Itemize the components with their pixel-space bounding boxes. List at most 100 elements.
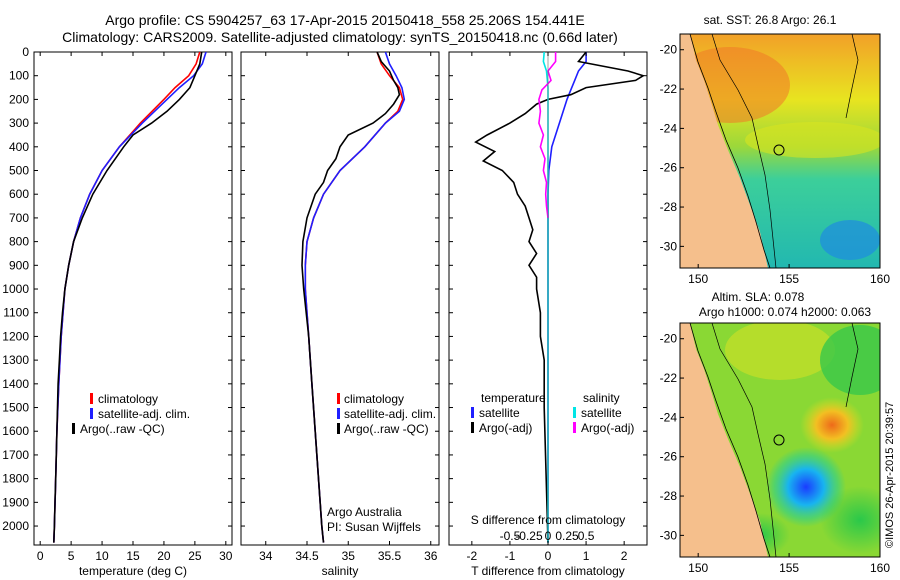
sla-map-frame xyxy=(679,322,881,558)
map-lat-tick-label: -30 xyxy=(660,239,678,253)
depth-tick-label: 1600 xyxy=(2,424,29,438)
depth-tick-label: 2000 xyxy=(2,519,29,533)
land-australia xyxy=(680,34,768,268)
depth-tick-label: 100 xyxy=(9,69,29,83)
argo-float-marker xyxy=(773,144,785,156)
legend-label: Argo(-adj) xyxy=(479,421,532,435)
salinity-xlabel: salinity xyxy=(322,564,359,578)
depth-tick-label: 1800 xyxy=(2,472,29,486)
header-line-2: Climatology: CARS2009. Satellite-adjuste… xyxy=(62,29,618,45)
series-line-s-argo xyxy=(538,52,557,219)
sst-map-title: sat. SST: 26.8 Argo: 26.1 xyxy=(704,13,837,27)
salinity-tick-label: 35.5 xyxy=(378,549,402,563)
sla-map-ticks: 150 155 160 -20 -22 -24 -26 -28 -30 xyxy=(660,332,891,575)
green-eddy xyxy=(820,486,880,554)
legend-swatch-s-argo xyxy=(573,422,576,433)
legend-label: Argo(..raw -QC) xyxy=(344,422,429,436)
sla-map-title-1: Altim. SLA: 0.078 xyxy=(712,290,805,304)
sst-map xyxy=(680,34,880,268)
temperature-x-ticks: 0 5 10 15 20 25 30 xyxy=(37,52,233,563)
series-line-t-satellite xyxy=(547,52,587,543)
map-lat-tick-label: -26 xyxy=(660,450,678,464)
reef-contour xyxy=(845,34,859,119)
map-lat-tick-label: -20 xyxy=(660,43,678,57)
depth-axis-ticks: 0 100 200 300 400 500 600 700 800 900 1000 1100 1200… xyxy=(2,45,647,533)
reef-contour xyxy=(845,323,859,408)
series-line-satellite-adj-clim- xyxy=(53,52,207,543)
sst-map-ticks: 150 155 160 -20 -22 -24 -26 -28 -30 xyxy=(660,43,891,286)
yellow-band xyxy=(745,122,880,158)
depth-tick-label: 1200 xyxy=(2,329,29,343)
map-lat-tick-label: -28 xyxy=(660,200,678,214)
depth-tick-label: 400 xyxy=(9,140,29,154)
map-lon-tick-label: 160 xyxy=(870,561,890,575)
depth-tick-label: 1500 xyxy=(2,401,29,415)
salinity-series xyxy=(301,52,406,543)
isobath xyxy=(711,34,777,268)
legend-label: satellite xyxy=(581,406,622,420)
legend-swatch-t-argo xyxy=(471,422,474,433)
depth-tick-label: 1700 xyxy=(2,448,29,462)
series-line-argo xyxy=(53,52,203,543)
map-lon-tick-label: 150 xyxy=(688,272,708,286)
isobath xyxy=(711,323,777,557)
legend-swatch-t-satellite xyxy=(471,407,474,418)
argo-float-marker xyxy=(773,434,785,446)
salinity-tick-label: 34.5 xyxy=(295,549,319,563)
salinity-panel-frame xyxy=(240,51,440,546)
legend-label: climatology xyxy=(344,392,404,406)
difference-tick-label: -1 xyxy=(505,549,516,563)
temperature-tick-label: 30 xyxy=(219,549,233,563)
depth-tick-label: 0 xyxy=(22,45,29,59)
legend-label: satellite-adj. clim. xyxy=(98,407,190,421)
map-lat-tick-label: -22 xyxy=(660,82,678,96)
series-line-climatology xyxy=(304,52,404,543)
map-lat-tick-label: -28 xyxy=(660,489,678,503)
warm-eddy xyxy=(800,397,864,453)
s-difference-tick-label: 0.5 xyxy=(578,529,595,543)
legend-label: climatology xyxy=(98,392,158,406)
land-australia xyxy=(680,323,768,557)
legend-label: Argo(..raw -QC) xyxy=(80,422,165,436)
map-lat-tick-label: -26 xyxy=(660,161,678,175)
sla-map xyxy=(680,323,880,557)
legend-label: satellite xyxy=(479,406,520,420)
series-line-argo xyxy=(301,52,401,543)
temperature-legend: climatology satellite-adj. clim. Argo(..… xyxy=(72,392,190,436)
difference-xlabel-top: S difference from climatology xyxy=(471,513,626,527)
legend-swatch-satellite xyxy=(90,408,93,419)
depth-tick-label: 500 xyxy=(9,164,29,178)
map-lat-tick-label: -20 xyxy=(660,332,678,346)
temperature-tick-label: 25 xyxy=(188,549,202,563)
s-difference-tick-label: 0.25 xyxy=(555,529,579,543)
map-lon-tick-label: 155 xyxy=(779,272,799,286)
difference-series xyxy=(474,52,646,545)
difference-legend: temperature satellite Argo(-adj) salinit… xyxy=(471,391,634,435)
depth-tick-label: 200 xyxy=(9,92,29,106)
difference-xlabel: T difference from climatology xyxy=(471,564,625,578)
legend-label: satellite-adj. clim. xyxy=(344,407,436,421)
difference-tick-label: 1 xyxy=(583,549,590,563)
map-lon-tick-label: 160 xyxy=(870,272,890,286)
legend-swatch-argo xyxy=(72,423,75,434)
map-lat-tick-label: -22 xyxy=(660,371,678,385)
depth-tick-label: 1900 xyxy=(2,495,29,509)
imos-watermark: ©IMOS 26-Apr-2015 20:39:57 xyxy=(884,402,896,548)
yellow-band xyxy=(725,323,835,380)
temperature-tick-label: 10 xyxy=(95,549,109,563)
legend-title-salinity: salinity xyxy=(583,391,620,405)
green-patch xyxy=(820,325,880,395)
difference-x-ticks: -2 -1 0 1 2 -0.5-0.25 0 0.25 0.5 xyxy=(467,52,628,563)
header-line-1: Argo profile: CS 5904257_63 17-Apr-2015 … xyxy=(105,12,585,28)
depth-tick-label: 1100 xyxy=(3,306,29,320)
salinity-tick-label: 35 xyxy=(342,549,356,563)
difference-tick-label: -2 xyxy=(467,549,478,563)
sla-map-title-2: Argo h1000: 0.074 h2000: 0.063 xyxy=(699,305,871,319)
legend-swatch-s-satellite xyxy=(573,407,576,418)
salinity-tick-label: 36 xyxy=(424,549,438,563)
legend-swatch-satellite xyxy=(337,408,340,419)
coastline xyxy=(689,323,771,557)
depth-tick-label: 800 xyxy=(9,235,29,249)
depth-tick-label: 1300 xyxy=(2,353,29,367)
temperature-xlabel: temperature (deg C) xyxy=(79,564,187,578)
